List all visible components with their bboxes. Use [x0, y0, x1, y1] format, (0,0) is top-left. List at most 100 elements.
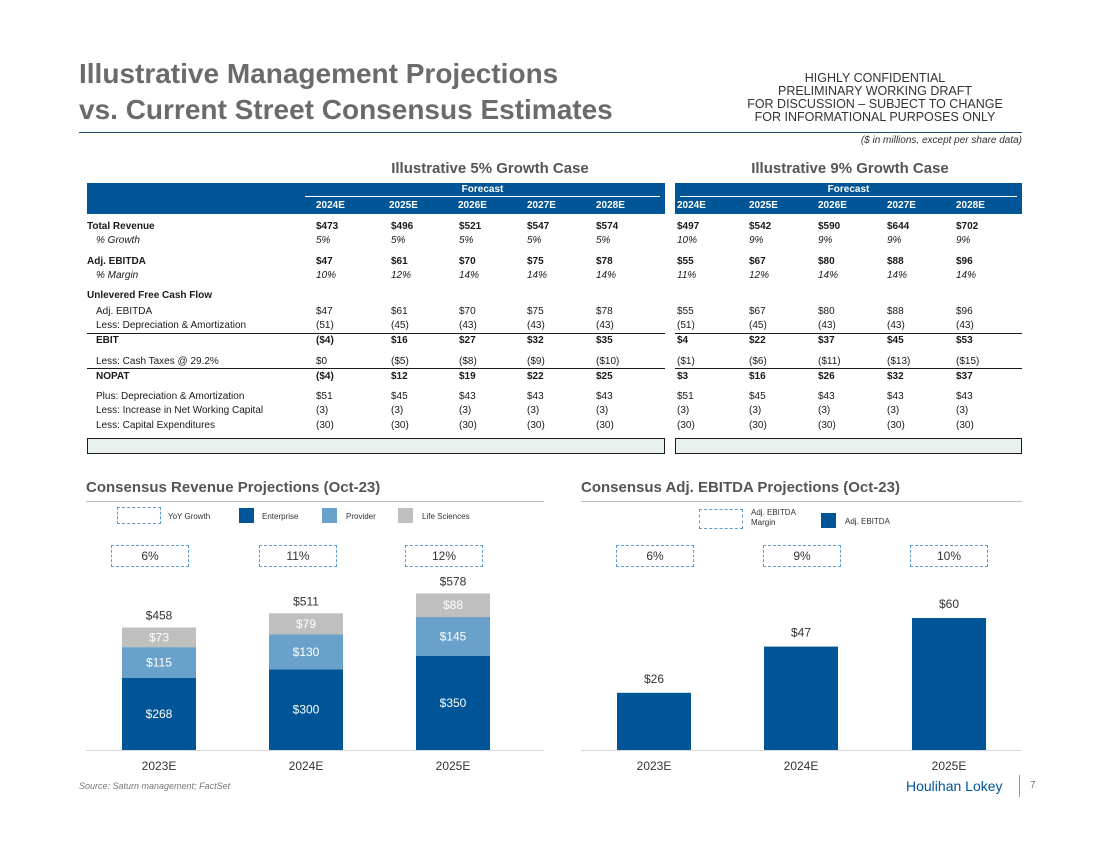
- table-cell: $22: [527, 371, 544, 382]
- revenue-x-tick: 2023E: [142, 759, 177, 773]
- footer-divider: [1019, 775, 1020, 797]
- table-header-5: [87, 183, 665, 214]
- table-cell: ($6): [749, 356, 767, 367]
- table-cell: (3): [749, 405, 762, 416]
- table-cell: 9%: [818, 235, 833, 246]
- ebitda-bar-label: $47: [791, 626, 811, 640]
- ebitda-bar-2024E: [764, 646, 838, 750]
- revenue-total-label: $458: [146, 609, 173, 623]
- row-label: Plus: Depreciation & Amortization: [96, 391, 245, 402]
- table-cell: $75: [527, 256, 544, 267]
- ebitda-bar-label: $26: [644, 672, 664, 686]
- legend-ebitda-swatch: [821, 513, 836, 528]
- divider-nopat-9: [675, 368, 1022, 369]
- confidential-line-4: FOR INFORMATIONAL PURPOSES ONLY: [754, 110, 996, 124]
- confidential-line-3: FOR DISCUSSION – SUBJECT TO CHANGE: [747, 97, 1003, 111]
- margin-box-2024: 9%: [763, 545, 841, 567]
- revenue-bar-label: $79: [296, 617, 316, 631]
- table-cell: (3): [956, 405, 969, 416]
- year-header-9-2028E: 2028E: [956, 200, 985, 211]
- row-label: Unlevered Free Cash Flow: [87, 290, 213, 301]
- page-number: 7: [1030, 780, 1036, 791]
- title-divider: [79, 132, 1022, 133]
- table-cell: (43): [596, 320, 614, 331]
- table-cell: (30): [677, 420, 695, 431]
- growth-box-2025: 12%: [405, 545, 483, 567]
- table-cell: (43): [887, 320, 905, 331]
- source-note: Source: Saturn management; FactSet: [79, 781, 231, 791]
- revenue-bar-life-sciences-2025E: [416, 593, 490, 618]
- ebitda-chart: $26 2023E $47 2024E $60 2025E: [581, 597, 1022, 773]
- table-cell: (3): [596, 405, 609, 416]
- table-cell: $70: [459, 306, 476, 317]
- ebitda-bar-label: $60: [939, 597, 959, 611]
- table-cell: $32: [887, 371, 904, 382]
- table-cell: $35: [596, 335, 613, 346]
- table-cell: 14%: [527, 270, 548, 281]
- table-cell: $45: [391, 391, 408, 402]
- table-cell: $590: [818, 221, 841, 232]
- revenue-bar-enterprise-2024E: [269, 669, 343, 750]
- table-cell: $43: [818, 391, 835, 402]
- table-cell: (3): [391, 405, 404, 416]
- table-cell: $22: [749, 335, 766, 346]
- table-cell: $70: [459, 256, 476, 267]
- table-cell: $51: [677, 391, 694, 402]
- table-cell: (3): [818, 405, 831, 416]
- revenue-bar-label: $88: [443, 598, 463, 612]
- revenue-total-label: $511: [293, 594, 319, 608]
- table-cell: $80: [818, 256, 835, 267]
- ufcf-total-box-9: [675, 438, 1022, 454]
- confidential-line-2: PRELIMINARY WORKING DRAFT: [777, 84, 972, 98]
- table-cell: ($4): [316, 371, 334, 382]
- year-header-9-2026E: 2026E: [818, 200, 847, 211]
- table-cell: $26: [818, 371, 835, 382]
- table-cell: $521: [459, 221, 482, 232]
- table-cell: ($1): [677, 356, 695, 367]
- table-cell: (3): [887, 405, 900, 416]
- table-cell: 14%: [887, 270, 908, 281]
- table-cell: (30): [527, 420, 545, 431]
- revenue-total-label: $578: [440, 574, 467, 588]
- forecast-underline-5: [305, 196, 660, 197]
- table-cell: $37: [956, 371, 973, 382]
- table-cell: 9%: [749, 235, 764, 246]
- ebitda-x-tick: 2024E: [784, 759, 819, 773]
- table-cell: 9%: [956, 235, 971, 246]
- table-cell: (43): [956, 320, 974, 331]
- table-cell: (3): [677, 405, 690, 416]
- table-cell: $43: [956, 391, 973, 402]
- year-header-9-2025E: 2025E: [749, 200, 778, 211]
- table-cell: $43: [459, 391, 476, 402]
- revenue-bar-label: $268: [146, 707, 173, 721]
- title-line-1: Illustrative Management Projections: [79, 58, 559, 89]
- table-cell: (43): [527, 320, 545, 331]
- table-cell: $3: [677, 371, 689, 382]
- units-note: ($ in millions, except per share data): [860, 135, 1022, 146]
- legend-yoy-growth-swatch: [117, 507, 161, 524]
- ebitda-title-rule: [581, 501, 1022, 502]
- row-label: Adj. EBITDA: [96, 306, 153, 317]
- table-cell: (43): [818, 320, 836, 331]
- table-cell: $542: [749, 221, 772, 232]
- table-cell: 9%: [887, 235, 902, 246]
- table-cell: $47: [316, 306, 333, 317]
- table-cell: (45): [749, 320, 767, 331]
- revenue-bar-label: $130: [293, 645, 320, 659]
- ebitda-bar-2023E: [617, 692, 691, 750]
- margin-box-2023: 6%: [616, 545, 694, 567]
- revenue-bar-label: $300: [293, 703, 320, 717]
- year-header-5-2024E: 2024E: [316, 200, 345, 211]
- table-cell: $78: [596, 256, 613, 267]
- row-label: Less: Capital Expenditures: [96, 420, 215, 431]
- table-cell: $702: [956, 221, 979, 232]
- table-cell: (3): [459, 405, 472, 416]
- table-cell: 5%: [316, 235, 331, 246]
- table-cell: 14%: [596, 270, 617, 281]
- table-cell: $55: [677, 256, 694, 267]
- table-cell: $43: [527, 391, 544, 402]
- table-cell: $67: [749, 306, 766, 317]
- table-cell: $37: [818, 335, 835, 346]
- table-cell: $497: [677, 221, 700, 232]
- legend-life-sciences-label: Life Sciences: [422, 512, 470, 521]
